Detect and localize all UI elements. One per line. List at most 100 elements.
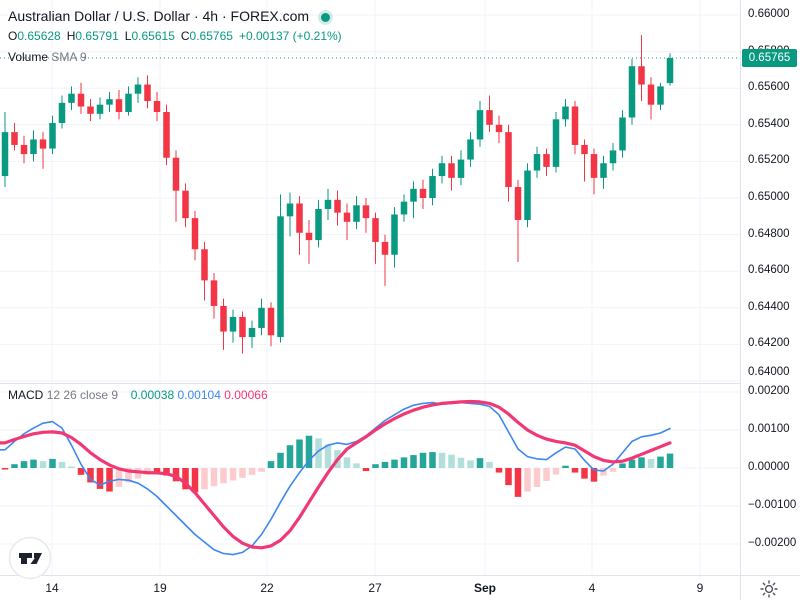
macd-axis-label: −0.00200 xyxy=(748,537,797,549)
candle-body xyxy=(153,101,161,112)
candle-body xyxy=(125,93,132,112)
price-axis-label: 0.65600 xyxy=(748,81,790,94)
time-axis[interactable]: 14 19 22 27 Sep 4 9 xyxy=(0,575,740,600)
macd-histogram-bar xyxy=(552,468,560,475)
low-label: L xyxy=(124,29,132,43)
macd-histogram-bar xyxy=(448,454,455,468)
candle-body xyxy=(429,176,436,199)
symbol-legend[interactable]: Australian Dollar / U.S. Dollar · 4h · F… xyxy=(8,8,331,24)
macd-histogram-bar xyxy=(172,468,180,482)
candle-body xyxy=(58,102,66,123)
high-value: 0.65791 xyxy=(75,29,119,43)
candle-body xyxy=(305,232,313,241)
candle-body xyxy=(39,139,47,149)
macd-axis-label: −0.00100 xyxy=(748,499,797,511)
candle-body xyxy=(163,111,170,158)
price-axis[interactable]: 0.660000.658000.656000.654000.652000.650… xyxy=(740,0,800,575)
candle-body xyxy=(400,201,408,215)
macd-histogram-bar xyxy=(96,468,104,489)
macd-histogram-bar xyxy=(438,452,446,468)
candle-body xyxy=(590,154,598,178)
price-axis-label: 0.66000 xyxy=(748,8,790,20)
macd-histogram-bar xyxy=(182,468,189,490)
tradingview-logo[interactable] xyxy=(8,536,52,580)
candle-body xyxy=(172,157,180,191)
macd-histogram-bar xyxy=(191,468,199,493)
candle-body xyxy=(1,132,9,177)
candle-body xyxy=(239,316,246,338)
macd-histogram-bar xyxy=(600,468,607,476)
macd-params: 12 26 close 9 xyxy=(46,388,119,402)
candle-body xyxy=(543,154,550,167)
macd-histogram-bar xyxy=(11,464,18,468)
macd-histogram-bar xyxy=(305,435,313,468)
candle-body xyxy=(438,163,446,177)
macd-histogram-bar xyxy=(571,468,579,473)
candle-body xyxy=(457,159,465,178)
macd-histogram-bar xyxy=(647,458,655,468)
macd-histogram-bar xyxy=(220,468,227,484)
candle-body xyxy=(96,104,104,114)
macd-axis-label: 0.00000 xyxy=(748,461,790,473)
macd-histogram-bar xyxy=(628,459,636,468)
candle-body xyxy=(296,203,303,233)
macd-histogram-bar xyxy=(638,457,645,468)
macd-histogram-bar xyxy=(125,468,132,483)
macd-histogram-bar xyxy=(362,468,370,472)
candle-body xyxy=(248,327,256,338)
macd-legend[interactable]: MACD 12 26 close 9 0.00038 0.00104 0.000… xyxy=(8,388,268,402)
macd-histogram-bar xyxy=(410,455,417,468)
candle-body xyxy=(619,117,626,151)
candle-body xyxy=(11,132,18,145)
volume-label: Volume xyxy=(8,50,49,64)
candle-body xyxy=(20,144,28,155)
candle-body xyxy=(647,84,655,105)
volume-legend[interactable]: Volume SMA 9 xyxy=(8,50,87,64)
macd-histogram-bar xyxy=(153,468,161,473)
candle-body xyxy=(106,99,113,105)
candle-body xyxy=(495,124,503,133)
open-value: 0.65628 xyxy=(17,29,61,43)
macd-histogram-bar xyxy=(400,457,408,468)
macd-histogram-bar xyxy=(381,461,389,468)
axis-corner xyxy=(740,575,800,600)
macd-pane[interactable] xyxy=(0,383,740,575)
candle-body xyxy=(286,203,294,217)
market-open-icon[interactable] xyxy=(321,12,331,22)
pane-separator[interactable] xyxy=(0,383,740,384)
macd-histogram-bar xyxy=(495,468,503,473)
candle-body xyxy=(505,132,512,188)
macd-histogram-bar xyxy=(562,465,569,468)
candle-body xyxy=(448,163,455,178)
macd-histogram-bar xyxy=(296,439,303,468)
time-axis-label: 27 xyxy=(368,581,382,595)
candle-body xyxy=(476,110,484,140)
sun-icon[interactable] xyxy=(758,578,780,600)
macd-label: MACD xyxy=(8,388,44,402)
macd-histogram-bar xyxy=(419,452,427,468)
candle-body xyxy=(191,218,199,250)
macd-histogram-bar xyxy=(581,468,588,479)
macd-hist-value: 0.00038 xyxy=(130,388,175,402)
candle-body xyxy=(343,212,351,222)
time-axis-label: Sep xyxy=(473,581,496,595)
macd-histogram-bar xyxy=(115,468,123,487)
candle-body xyxy=(562,106,569,120)
price-pane[interactable] xyxy=(0,0,740,383)
open-label: O xyxy=(8,29,18,43)
candle-body xyxy=(68,93,75,103)
time-axis-label: 14 xyxy=(45,581,59,595)
price-axis-label: 0.64200 xyxy=(748,337,790,350)
macd-histogram-bar xyxy=(619,463,626,468)
macd-histogram-bar xyxy=(590,468,598,482)
candle-body xyxy=(49,122,56,149)
macd-histogram-bar xyxy=(505,468,512,486)
macd-histogram-bar xyxy=(457,457,465,468)
macd-histogram-bar xyxy=(30,459,37,468)
macd-histogram-bar xyxy=(391,459,398,468)
candle-body xyxy=(552,119,560,167)
candle-body xyxy=(144,84,151,102)
macd-axis-label: 0.00200 xyxy=(748,385,790,397)
macd-histogram-bar xyxy=(467,460,474,468)
